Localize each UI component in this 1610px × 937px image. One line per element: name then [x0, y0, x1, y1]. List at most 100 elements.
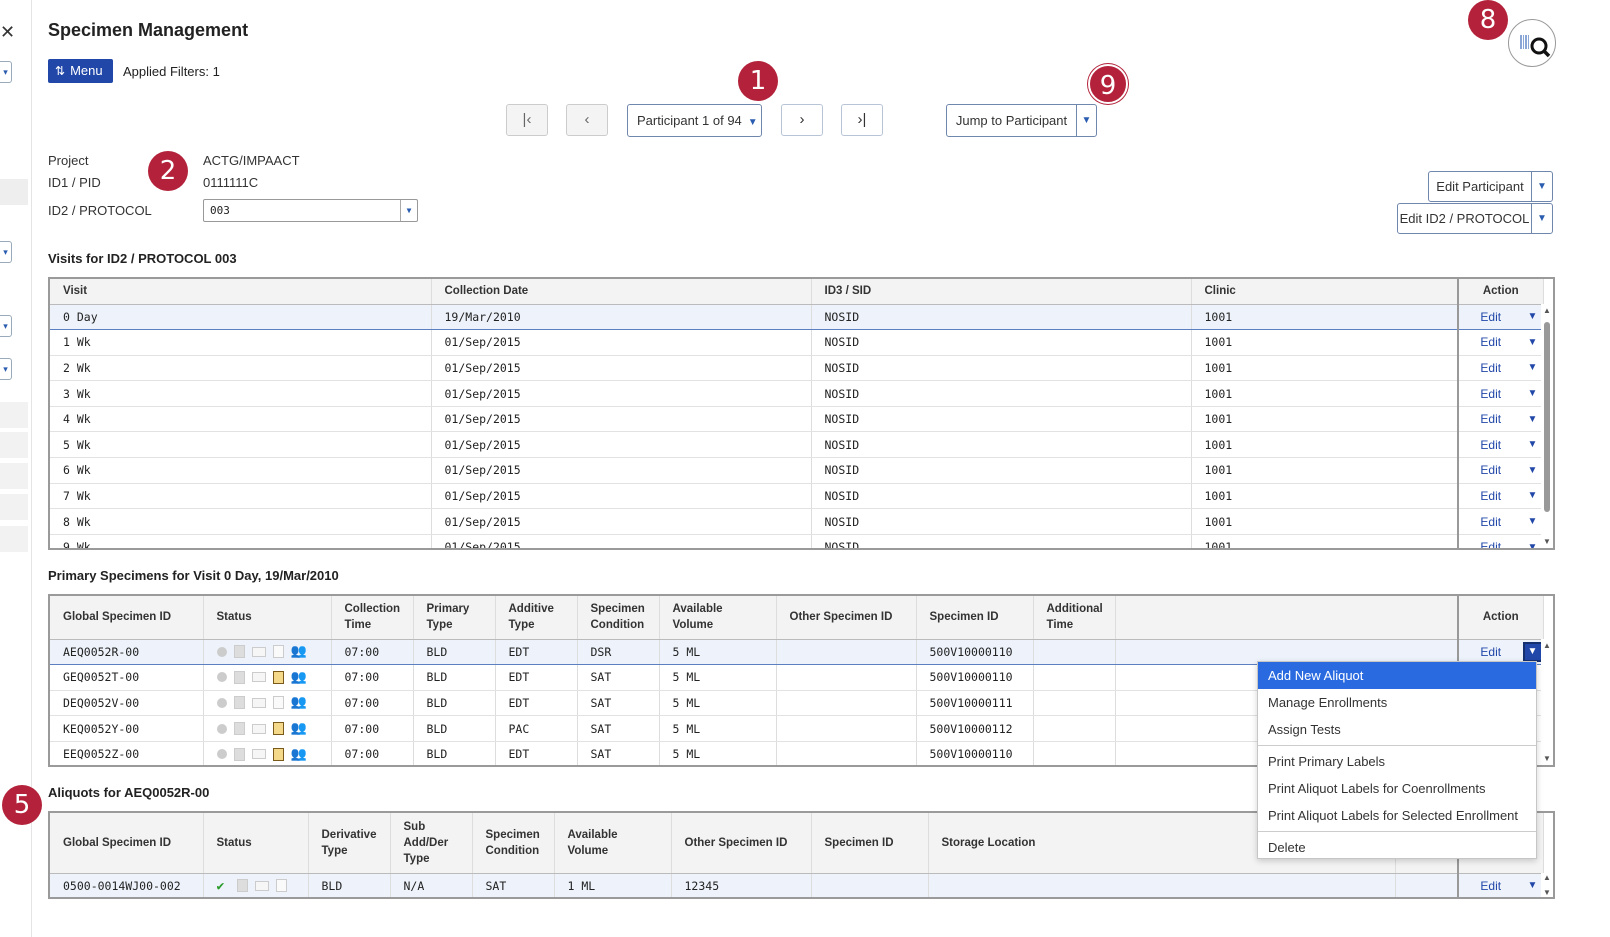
- column-header[interactable]: Additional Time: [1033, 596, 1116, 640]
- edit-link[interactable]: Edit: [1480, 437, 1502, 452]
- chevron-down-icon[interactable]: ▾: [0, 315, 12, 337]
- menu-item[interactable]: Manage Enrollments: [1268, 695, 1388, 710]
- column-header[interactable]: Specimen Condition: [577, 596, 660, 640]
- document-icon: [233, 645, 245, 659]
- chevron-down-icon[interactable]: ▼: [1527, 413, 1538, 425]
- column-header[interactable]: ID3 / SID: [811, 279, 1192, 305]
- chevron-down-icon[interactable]: ▼: [1527, 362, 1538, 374]
- vertical-scrollbar[interactable]: ▲ ▼: [1541, 304, 1553, 548]
- column-header[interactable]: Sub Add/Der Type: [390, 813, 473, 874]
- menu-item[interactable]: Print Primary Labels: [1268, 754, 1386, 769]
- edit-link[interactable]: Edit: [1480, 386, 1502, 401]
- scroll-up-icon[interactable]: ▲: [1543, 306, 1551, 315]
- column-header[interactable]: Global Specimen ID: [50, 813, 204, 874]
- scroll-down-icon[interactable]: ▼: [1543, 888, 1551, 897]
- menu-button[interactable]: ⇅ Menu: [48, 59, 113, 83]
- table-row[interactable]: 6 Wk 01/Sep/2015 NOSID 1001 Edit ▼: [50, 457, 1544, 484]
- chevron-down-icon[interactable]: ▾: [0, 358, 12, 380]
- column-header[interactable]: Derivative Type: [308, 813, 391, 874]
- menu-item[interactable]: Print Aliquot Labels for Selected Enroll…: [1268, 808, 1519, 823]
- chevron-down-icon[interactable]: ▼: [1527, 464, 1538, 476]
- column-header[interactable]: Collection Time: [331, 596, 414, 640]
- column-header[interactable]: Specimen ID: [811, 813, 929, 874]
- action-cell: Edit ▼: [1457, 872, 1544, 897]
- edit-link[interactable]: Edit: [1480, 488, 1502, 503]
- table-cell: [1395, 872, 1459, 897]
- column-header[interactable]: Primary Type: [413, 596, 496, 640]
- edit-link[interactable]: Edit: [1480, 514, 1502, 529]
- column-header[interactable]: Specimen ID: [916, 596, 1034, 640]
- chevron-down-icon[interactable]: ▼: [1527, 311, 1538, 323]
- participant-select[interactable]: Participant 1 of 94 ▼: [627, 104, 762, 137]
- edit-link[interactable]: Edit: [1480, 463, 1502, 478]
- table-row[interactable]: 3 Wk 01/Sep/2015 NOSID 1001 Edit ▼: [50, 380, 1544, 407]
- id2-protocol-select[interactable]: 003 ▼: [203, 199, 418, 222]
- scroll-up-icon[interactable]: ▲: [1543, 641, 1551, 650]
- table-row[interactable]: 9 Wk 01/Sep/2015 NOSID 1001 Edit ▼: [50, 534, 1544, 550]
- table-row[interactable]: 7 Wk 01/Sep/2015 NOSID 1001 Edit ▼: [50, 483, 1544, 510]
- chevron-down-icon[interactable]: ▼: [1527, 439, 1538, 451]
- chevron-down-icon[interactable]: ▾: [0, 61, 12, 83]
- table-cell: 1001: [1191, 431, 1459, 459]
- table-row[interactable]: 5 Wk 01/Sep/2015 NOSID 1001 Edit ▼: [50, 431, 1544, 459]
- edit-link[interactable]: Edit: [1480, 412, 1502, 427]
- column-header[interactable]: Additive Type: [495, 596, 578, 640]
- column-header[interactable]: Specimen Condition: [472, 813, 555, 874]
- menu-item[interactable]: Assign Tests: [1268, 722, 1341, 737]
- chevron-down-icon[interactable]: ▼: [1527, 880, 1538, 892]
- first-page-button[interactable]: |‹: [506, 104, 548, 136]
- chevron-down-icon[interactable]: ▼: [1522, 641, 1542, 662]
- prev-page-button[interactable]: ‹: [566, 104, 608, 136]
- column-header[interactable]: Collection Date: [431, 279, 812, 305]
- column-header[interactable]: Available Volume: [554, 813, 672, 874]
- column-header[interactable]: Other Specimen ID: [671, 813, 812, 874]
- edit-link[interactable]: Edit: [1480, 644, 1502, 659]
- chevron-down-icon[interactable]: ▼: [1527, 490, 1538, 502]
- edit-link[interactable]: Edit: [1480, 309, 1502, 324]
- barcode-search-button[interactable]: [1508, 19, 1556, 67]
- table-cell: EDT: [495, 690, 578, 717]
- chevron-down-icon[interactable]: ▼: [1527, 541, 1538, 550]
- table-cell: NOSID: [811, 406, 1192, 433]
- column-header[interactable]: Global Specimen ID: [50, 596, 204, 640]
- edit-link[interactable]: Edit: [1480, 540, 1502, 550]
- table-row[interactable]: AEQ0052R-00 👥 07:00 BLD EDT DSR 5 ML 500V100001…: [50, 638, 1544, 666]
- chevron-down-icon[interactable]: ▼: [1527, 336, 1538, 348]
- menu-item[interactable]: Add New Aliquot: [1258, 662, 1536, 689]
- column-header[interactable]: Other Specimen ID: [776, 596, 917, 640]
- table-row[interactable]: 8 Wk 01/Sep/2015 NOSID 1001 Edit ▼: [50, 508, 1544, 535]
- column-header[interactable]: Available Volume: [659, 596, 777, 640]
- table-row[interactable]: 2 Wk 01/Sep/2015 NOSID 1001 Edit ▼: [50, 355, 1544, 382]
- edit-link[interactable]: Edit: [1480, 360, 1502, 375]
- column-header[interactable]: Status: [203, 813, 309, 874]
- scroll-down-icon[interactable]: ▼: [1543, 537, 1551, 546]
- menu-item[interactable]: Delete: [1268, 840, 1306, 855]
- column-header[interactable]: Status: [203, 596, 332, 640]
- edit-id2-button[interactable]: Edit ID2 / PROTOCOL: [1397, 203, 1532, 234]
- chevron-down-icon[interactable]: ▼: [1527, 388, 1538, 400]
- last-page-button[interactable]: ›|: [841, 104, 883, 136]
- table-row[interactable]: 0 Day 19/Mar/2010 NOSID 1001 Edit ▼: [50, 303, 1544, 331]
- scroll-down-icon[interactable]: ▼: [1543, 754, 1551, 763]
- edit-id2-caret[interactable]: ▼: [1531, 203, 1553, 234]
- jump-dropdown-caret[interactable]: ▼: [1076, 104, 1097, 137]
- jump-to-participant-button[interactable]: Jump to Participant: [946, 104, 1077, 137]
- scroll-up-icon[interactable]: ▲: [1543, 873, 1551, 882]
- vertical-scrollbar[interactable]: ▲ ▼: [1541, 639, 1553, 765]
- edit-participant-button[interactable]: Edit Participant: [1428, 171, 1532, 202]
- table-row[interactable]: 4 Wk 01/Sep/2015 NOSID 1001 Edit ▼: [50, 406, 1544, 433]
- vertical-scrollbar[interactable]: ▲ ▼: [1541, 873, 1553, 897]
- chevron-down-icon[interactable]: ▼: [1527, 516, 1538, 528]
- scroll-thumb[interactable]: [1544, 322, 1550, 512]
- menu-item[interactable]: Print Aliquot Labels for Coenrollments: [1268, 781, 1486, 796]
- table-row[interactable]: 0500-0014WJ00-002 ✔ BLD N/A SAT 1 ML 12345 Edit…: [50, 872, 1544, 897]
- chevron-down-icon[interactable]: ▾: [0, 241, 12, 263]
- table-row[interactable]: 1 Wk 01/Sep/2015 NOSID 1001 Edit ▼: [50, 329, 1544, 356]
- close-icon[interactable]: ✕: [0, 22, 16, 42]
- column-header[interactable]: Visit: [50, 279, 432, 305]
- column-header[interactable]: Clinic: [1191, 279, 1459, 305]
- edit-link[interactable]: Edit: [1480, 878, 1502, 893]
- edit-participant-caret[interactable]: ▼: [1531, 171, 1553, 202]
- edit-link[interactable]: Edit: [1480, 335, 1502, 350]
- next-page-button[interactable]: ›: [781, 104, 823, 136]
